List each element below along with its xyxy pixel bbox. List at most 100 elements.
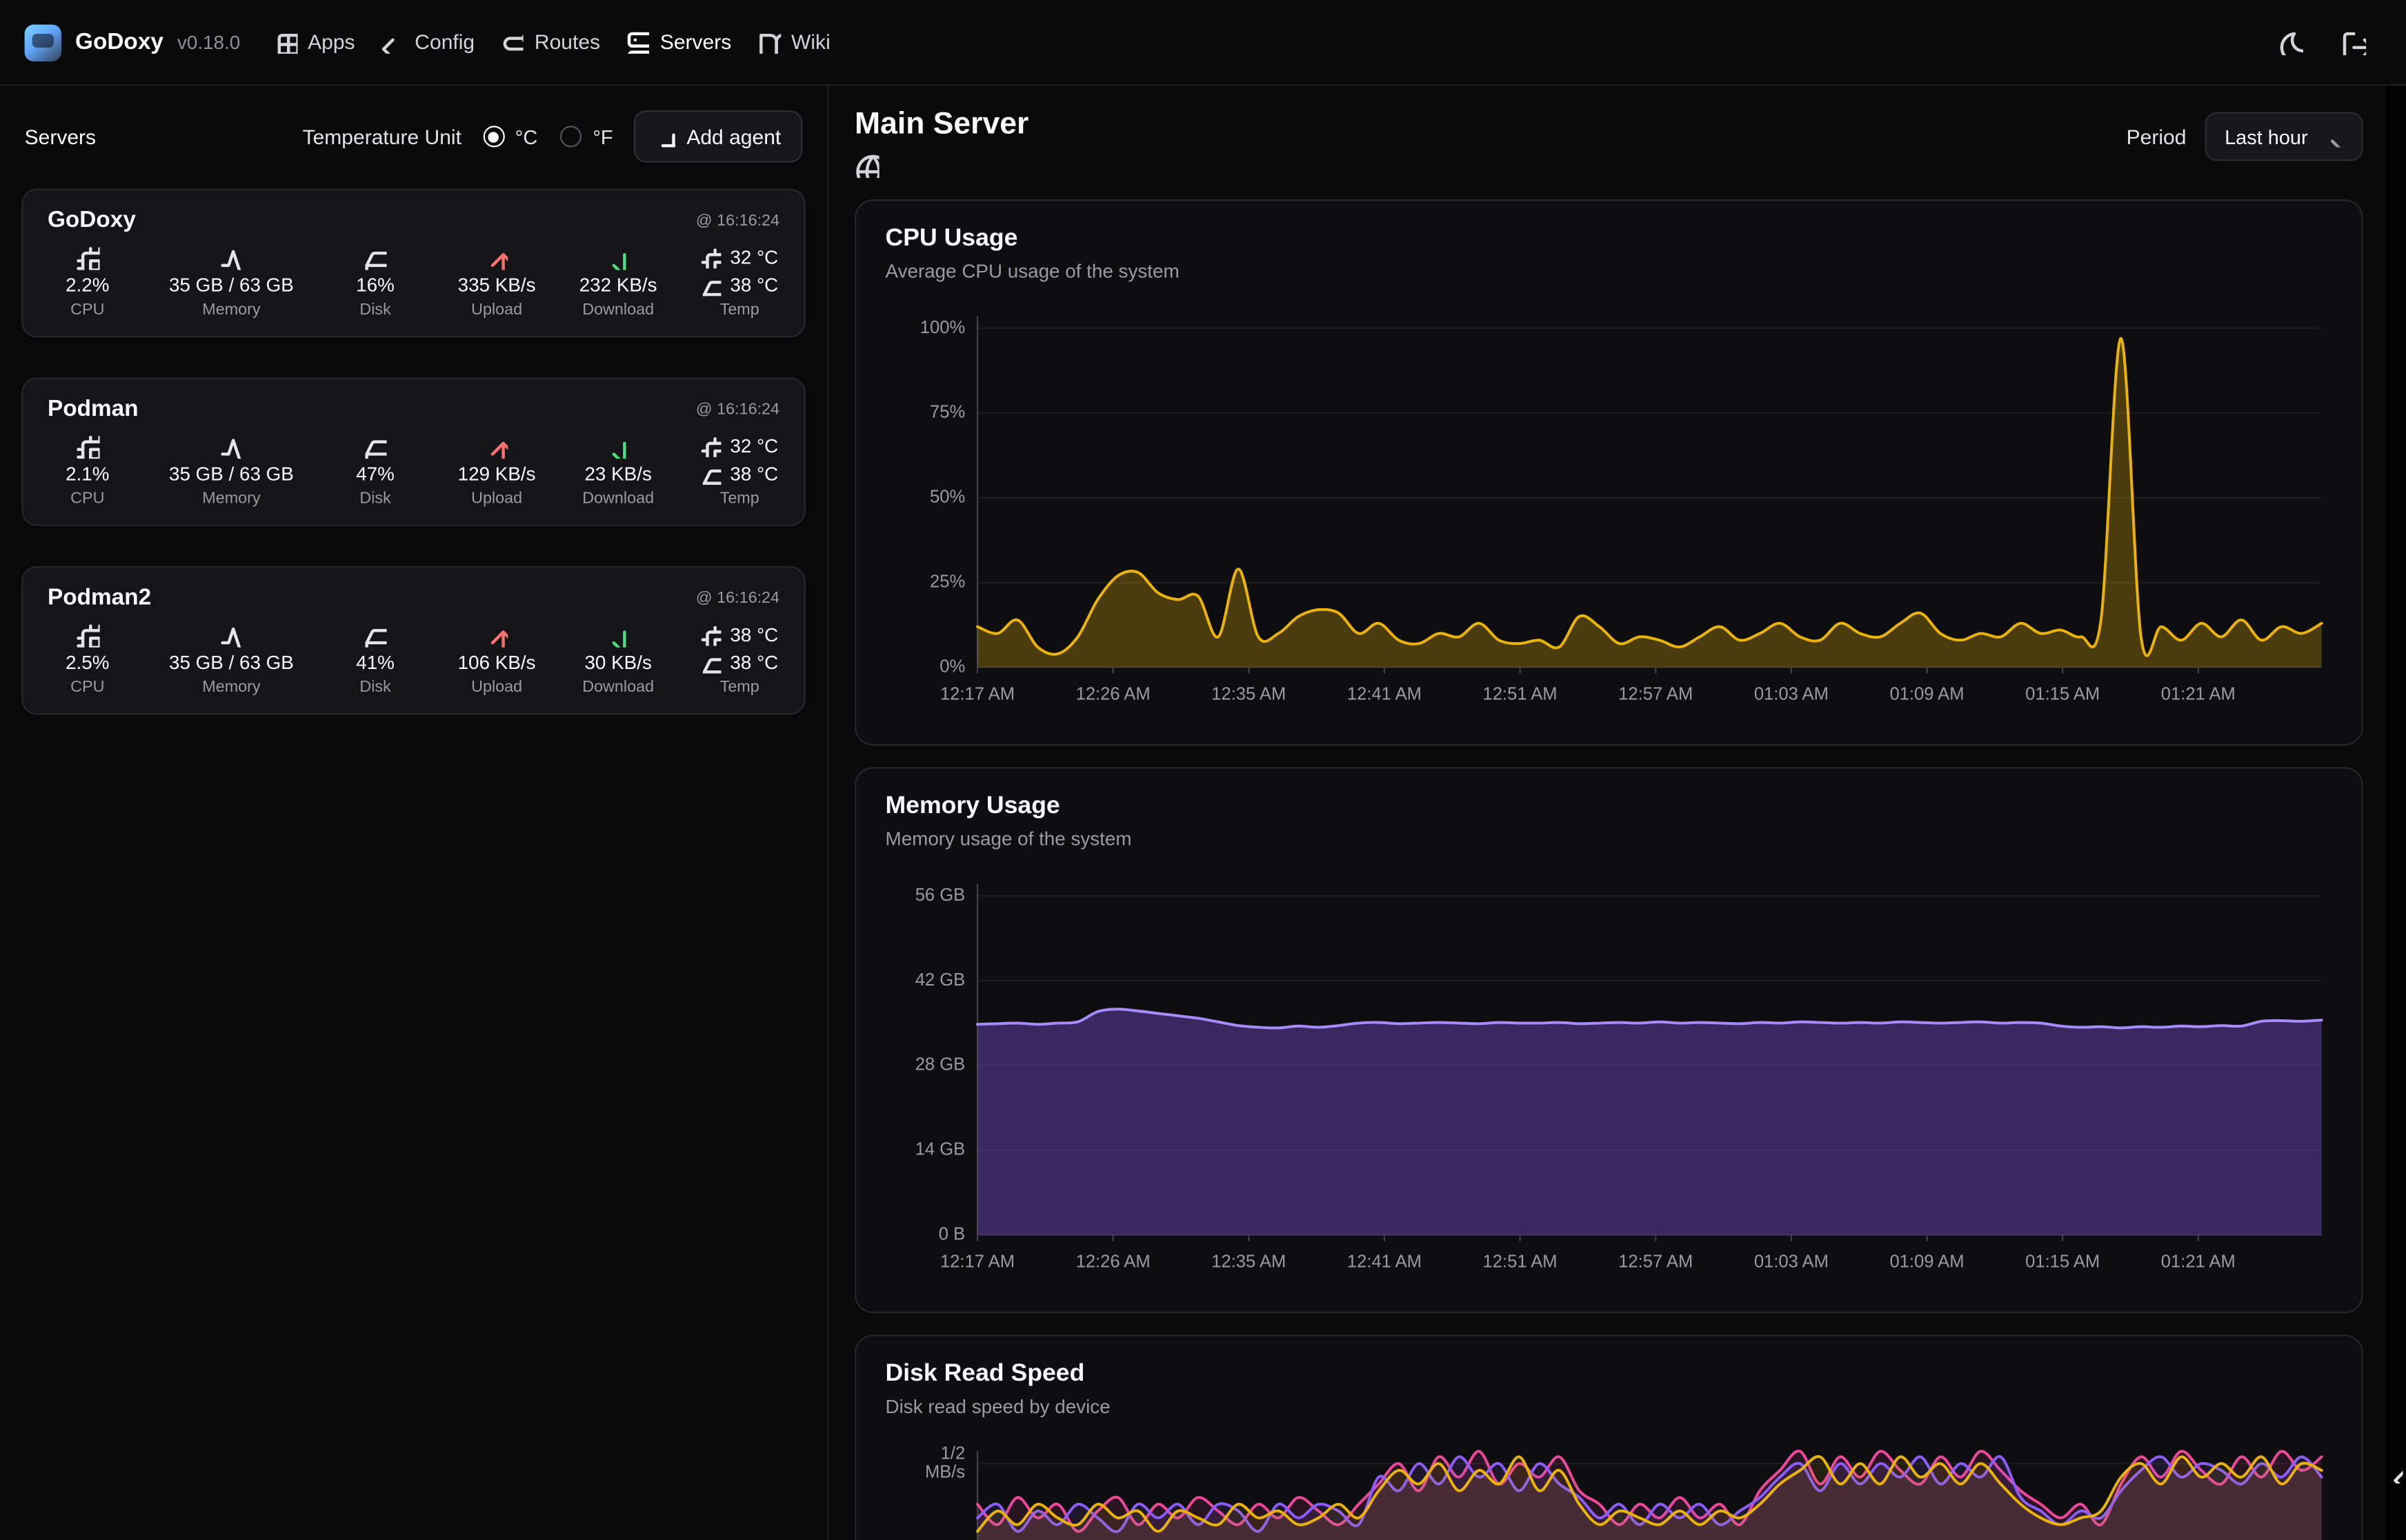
chart-title: Memory Usage <box>885 793 1060 819</box>
stat-cpu: 2.2% CPU <box>48 246 128 319</box>
brand: GoDoxy v0.18.0 <box>24 23 240 61</box>
plus-icon <box>656 127 676 147</box>
stat-memory: 35 GB / 63 GB Memory <box>169 246 294 319</box>
server-card-list: GoDoxy @ 16:16:24 2.2% CPU 35 GB / 63 GB M… <box>21 188 806 715</box>
nav-label: Servers <box>659 30 732 54</box>
moon-icon <box>2277 29 2303 55</box>
svg-text:1/2: 1/2 <box>941 1444 966 1463</box>
upload-label: Upload <box>471 489 523 508</box>
add-agent-label: Add agent <box>686 125 782 148</box>
svg-text:12:41 AM: 12:41 AM <box>1347 1252 1422 1271</box>
stat-disk: 16% Disk <box>335 246 415 319</box>
cpu-label: CPU <box>70 301 105 319</box>
svg-text:12:26 AM: 12:26 AM <box>1076 684 1151 703</box>
stat-cpu: 2.1% CPU <box>48 434 128 508</box>
chart-title: Disk Read Speed <box>885 1361 1085 1387</box>
memory-label: Memory <box>202 301 261 319</box>
upload-label: Upload <box>471 301 523 319</box>
cpu-icon <box>701 437 721 457</box>
nav-item-wiki[interactable]: Wiki <box>757 30 831 54</box>
svg-text:01:03 AM: 01:03 AM <box>1754 684 1829 703</box>
hard-drive-icon <box>701 653 721 673</box>
cpu-icon <box>701 248 721 268</box>
activity-icon <box>220 246 243 270</box>
disk-temp-row: 38 °C <box>701 273 778 298</box>
page-title: Main Server <box>855 107 1029 141</box>
nav-item-servers[interactable]: Servers <box>626 30 732 54</box>
server-card-podman[interactable]: Podman @ 16:16:24 2.1% CPU 35 GB / 63 GB M… <box>21 377 806 527</box>
download-value: 232 KB/s <box>579 274 657 297</box>
logout-button[interactable] <box>2340 29 2366 55</box>
server-title-block: Main Server <box>855 104 1028 178</box>
arrow-down-icon <box>606 434 629 459</box>
nav-item-apps[interactable]: Apps <box>274 30 355 54</box>
chevron-down-icon <box>2323 127 2343 147</box>
top-navbar: GoDoxy v0.18.0 Apps Config Routes Server… <box>0 0 2406 86</box>
grid-icon <box>274 30 297 53</box>
server-card-podman2[interactable]: Podman2 @ 16:16:24 2.5% CPU 35 GB / 63 GB… <box>21 566 806 715</box>
period-value: Last hour <box>2225 125 2308 148</box>
navbar-actions <box>2277 29 2381 55</box>
disk-label: Disk <box>359 301 391 319</box>
stat-download: 232 KB/s Download <box>578 246 658 319</box>
server-stats-row: 2.5% CPU 35 GB / 63 GB Memory 41% Disk 106 … <box>48 623 779 697</box>
cpu-temp-value: 32 °C <box>730 435 779 457</box>
hard-drive-icon <box>364 434 386 459</box>
svg-text:12:17 AM: 12:17 AM <box>940 684 1015 703</box>
svg-text:12:51 AM: 12:51 AM <box>1483 684 1558 703</box>
disk-temp-value: 38 °C <box>730 463 779 485</box>
server-name: Podman2 <box>47 584 152 611</box>
radio-celsius[interactable]: °C <box>483 125 537 148</box>
server-card-godoxy[interactable]: GoDoxy @ 16:16:24 2.2% CPU 35 GB / 63 GB M… <box>21 188 806 338</box>
svg-text:12:57 AM: 12:57 AM <box>1618 684 1693 703</box>
memory-value: 35 GB / 63 GB <box>169 652 294 674</box>
chart-title: CPU Usage <box>885 226 1018 252</box>
chevron-left-icon <box>2381 1462 2403 1483</box>
theme-toggle-button[interactable] <box>2277 29 2303 55</box>
svg-text:01:09 AM: 01:09 AM <box>1889 684 1964 703</box>
svg-text:12:26 AM: 12:26 AM <box>1076 1252 1151 1271</box>
stat-upload: 335 KB/s Upload <box>457 246 537 319</box>
chart-subtitle: Disk read speed by device <box>885 1396 1111 1418</box>
cpu-usage-card: CPU Usage Average CPU usage of the syste… <box>855 199 2363 746</box>
temp-label: Temp <box>719 489 759 508</box>
radio-celsius-label: °C <box>515 125 538 148</box>
server-name: GoDoxy <box>47 207 136 234</box>
server-detail-header: Main Server Period Last hour <box>855 104 2363 178</box>
disk-temp-row: 38 °C <box>701 650 778 675</box>
disk-value: 47% <box>356 463 395 485</box>
memory-usage-card: Memory Usage Memory usage of the system … <box>855 767 2363 1314</box>
add-agent-button[interactable]: Add agent <box>634 110 803 163</box>
radio-fahrenheit-dot[interactable] <box>560 126 582 148</box>
memory-value: 35 GB / 63 GB <box>169 463 294 485</box>
cpu-value: 2.2% <box>66 274 110 297</box>
download-label: Download <box>582 301 655 319</box>
radio-celsius-dot[interactable] <box>483 126 505 148</box>
disk-temp-value: 38 °C <box>730 652 779 674</box>
radio-fahrenheit[interactable]: °F <box>560 125 613 148</box>
server-card-header: Podman2 @ 16:16:24 <box>48 585 779 611</box>
arrow-up-icon <box>485 434 508 459</box>
period-dropdown[interactable]: Last hour <box>2205 112 2363 161</box>
collapse-panel-button[interactable] <box>2378 1448 2406 1497</box>
server-updated-time: @ 16:16:24 <box>695 400 780 419</box>
svg-text:01:21 AM: 01:21 AM <box>2161 684 2236 703</box>
globe-icon <box>855 153 1028 178</box>
cpu-temp-row: 32 °C <box>701 434 778 459</box>
svg-text:0 B: 0 B <box>939 1224 965 1243</box>
hard-drive-icon <box>701 275 721 295</box>
nav-item-config[interactable]: Config <box>381 30 475 54</box>
nav-item-routes[interactable]: Routes <box>501 30 600 54</box>
cpu-value: 2.1% <box>66 463 110 485</box>
svg-text:12:35 AM: 12:35 AM <box>1211 1252 1286 1271</box>
servers-panel-header: Servers Temperature Unit °C °F Add agent <box>21 108 806 166</box>
svg-text:28 GB: 28 GB <box>915 1055 966 1074</box>
temp-label: Temp <box>719 301 759 319</box>
main-scrollbar[interactable] <box>2386 86 2406 1540</box>
stat-memory: 35 GB / 63 GB Memory <box>169 623 294 697</box>
stat-temp: 32 °C 38 °C Temp <box>699 434 779 508</box>
radio-fahrenheit-label: °F <box>593 125 613 148</box>
svg-text:12:51 AM: 12:51 AM <box>1483 1252 1558 1271</box>
